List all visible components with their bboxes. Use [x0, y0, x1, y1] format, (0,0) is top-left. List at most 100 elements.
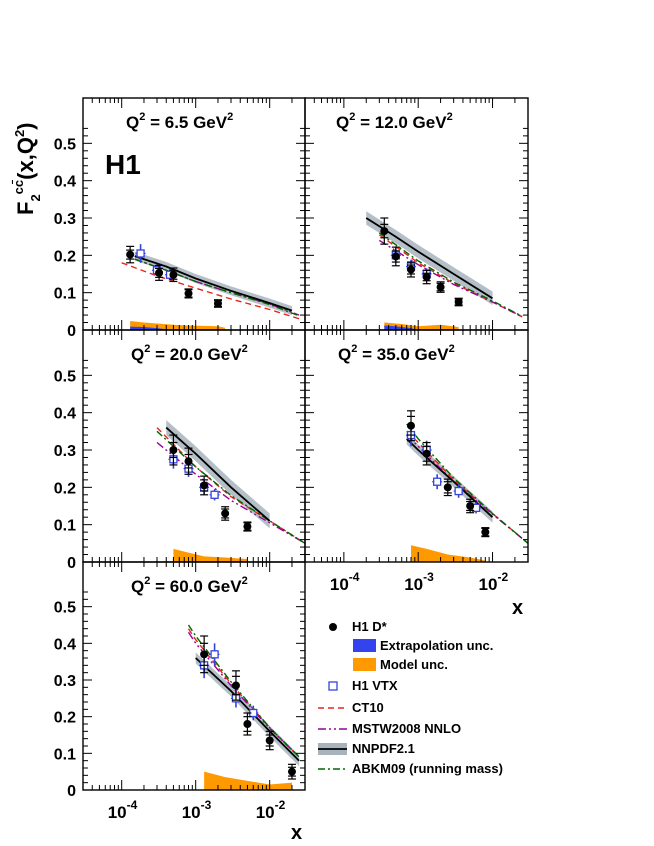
legend-dstar-marker [329, 623, 337, 631]
model-unc-band [410, 545, 486, 562]
ct10-curve [156, 427, 305, 544]
legend: H1 D* Extrapolation unc. Model unc. H1 VTX C… [318, 619, 503, 776]
y-tick-label: 0.4 [54, 636, 76, 653]
dstar-point [391, 252, 400, 261]
legend-item-nnpdf: NNPDF2.1 [318, 741, 415, 756]
vtx-point [210, 490, 219, 499]
q2-label: Q2 = 35.0 GeV2 [338, 343, 455, 364]
legend-label: MSTW2008 NNLO [352, 721, 461, 736]
legend-item-ct10: CT10 [318, 700, 384, 715]
y-tick-label: 0.4 [54, 174, 76, 191]
dstar-point [380, 227, 389, 236]
legend-model-swatch [353, 658, 376, 671]
legend-item-model: Model unc. [353, 657, 448, 672]
panel-3: Q2 = 20.0 GeV2 0 0.1 0.2 0.3 0.4 0.5 [54, 329, 306, 572]
y-tick-label: 0.3 [54, 673, 76, 690]
dstar-point [200, 481, 209, 490]
y-tick-label: 0.2 [54, 480, 76, 497]
dstar-point [436, 283, 445, 292]
x-tick-label: 10-3 [404, 570, 434, 594]
x-tick-label: 10-2 [256, 798, 286, 822]
abkm-curve [187, 624, 300, 758]
dstar-point [126, 250, 135, 259]
dstar-point [443, 483, 452, 492]
y-axis-title: F2cc̄(x,Q2) [11, 122, 43, 215]
panel-frame [304, 329, 529, 563]
legend-item-extrap: Extrapolation unc. [353, 638, 493, 653]
y-tick-label: 0.1 [54, 518, 76, 535]
legend-label: H1 D* [352, 619, 388, 634]
panels-layer: Q2 = 6.5 GeV2 0 0.1 0.2 0.3 0.4 0.5 Q2 = 12.0 G… [54, 97, 529, 822]
legend-label: CT10 [352, 700, 384, 715]
dstar-point [481, 528, 490, 537]
dstar-point [243, 720, 252, 728]
dstar-point [422, 272, 431, 281]
abkm-curve [406, 423, 528, 544]
q2-label: Q2 = 60.0 GeV2 [131, 575, 248, 596]
q2-label: Q2 = 20.0 GeV2 [131, 343, 248, 364]
mstw-curve [187, 631, 300, 758]
legend-extrap-swatch [353, 639, 376, 652]
vtx-point [136, 249, 145, 258]
q2-label: Q2 = 6.5 GeV2 [126, 111, 233, 132]
dstar-point [265, 736, 274, 745]
model-unc-band [204, 771, 292, 790]
dstar-point [213, 299, 222, 308]
dstar-point [169, 270, 178, 279]
legend-item-h1dstar: H1 D* [329, 619, 388, 634]
abkm-curve [156, 430, 305, 544]
legend-item-vtx: H1 VTX [328, 678, 398, 693]
dstar-point [169, 446, 178, 454]
q2-label: Q2 = 12.0 GeV2 [336, 111, 453, 132]
mstw-curve [156, 441, 305, 544]
mstw-curve [378, 239, 523, 318]
y-tick-label: 0.2 [54, 710, 76, 727]
x-axis-title-right: x [512, 597, 523, 619]
dstar-point [155, 268, 164, 277]
vtx-point [210, 650, 219, 659]
panel-frame [304, 97, 529, 331]
svg-text:F2cc̄(x,Q2): F2cc̄(x,Q2) [11, 122, 43, 215]
panel-frame [82, 561, 306, 791]
ct10-curve [187, 628, 300, 758]
x-tick-label: 10-2 [479, 570, 509, 594]
vtx-point [454, 486, 463, 496]
y-tick-label: 0.5 [54, 600, 76, 617]
dstar-point [221, 509, 230, 518]
y-tick-label: 0.5 [54, 368, 76, 385]
legend-label: Model unc. [380, 657, 448, 672]
x-tick-label: 10-3 [182, 798, 212, 822]
y-tick-label: 0.2 [54, 248, 76, 265]
model-unc-band [130, 321, 226, 330]
dstar-point [287, 767, 296, 776]
panel-2: Q2 = 12.0 GeV2 [304, 97, 529, 331]
dstar-point [184, 289, 193, 298]
panel-5: Q2 = 60.0 GeV2 0 0.1 0.2 0.3 0.4 0.5 10-4 10-3 10… [54, 561, 306, 822]
legend-label: NNPDF2.1 [352, 741, 415, 756]
abkm-curve [378, 232, 523, 317]
y-tick-label: 0.5 [54, 136, 76, 153]
dstar-point [466, 502, 475, 510]
x-tick-label: 10-4 [108, 798, 138, 822]
y-tick-label: 0 [67, 555, 76, 572]
x-axis-title-bottom: x [291, 822, 302, 844]
y-tick-label: 0.4 [54, 406, 76, 423]
x-tick-label: 10-4 [330, 570, 360, 594]
dstar-point [200, 650, 209, 659]
nnpdf-curve [165, 426, 271, 522]
extrapolation-unc-band [130, 326, 174, 330]
y-tick-label: 0.3 [54, 211, 76, 228]
legend-item-mstw: MSTW2008 NNLO [318, 721, 461, 736]
legend-label: H1 VTX [352, 678, 398, 693]
y-tick-label: 0 [67, 323, 76, 340]
y-tick-label: 0 [67, 783, 76, 800]
ct10-curve [121, 262, 300, 320]
dstar-point [231, 681, 240, 690]
legend-label: Extrapolation unc. [380, 638, 493, 653]
legend-item-abkm: ABKM09 (running mass) [318, 761, 503, 776]
ct10-curve [378, 234, 523, 318]
dstar-point [422, 449, 431, 458]
nnpdf-curve [195, 657, 300, 762]
panel-1: Q2 = 6.5 GeV2 0 0.1 0.2 0.3 0.4 0.5 [54, 97, 306, 340]
